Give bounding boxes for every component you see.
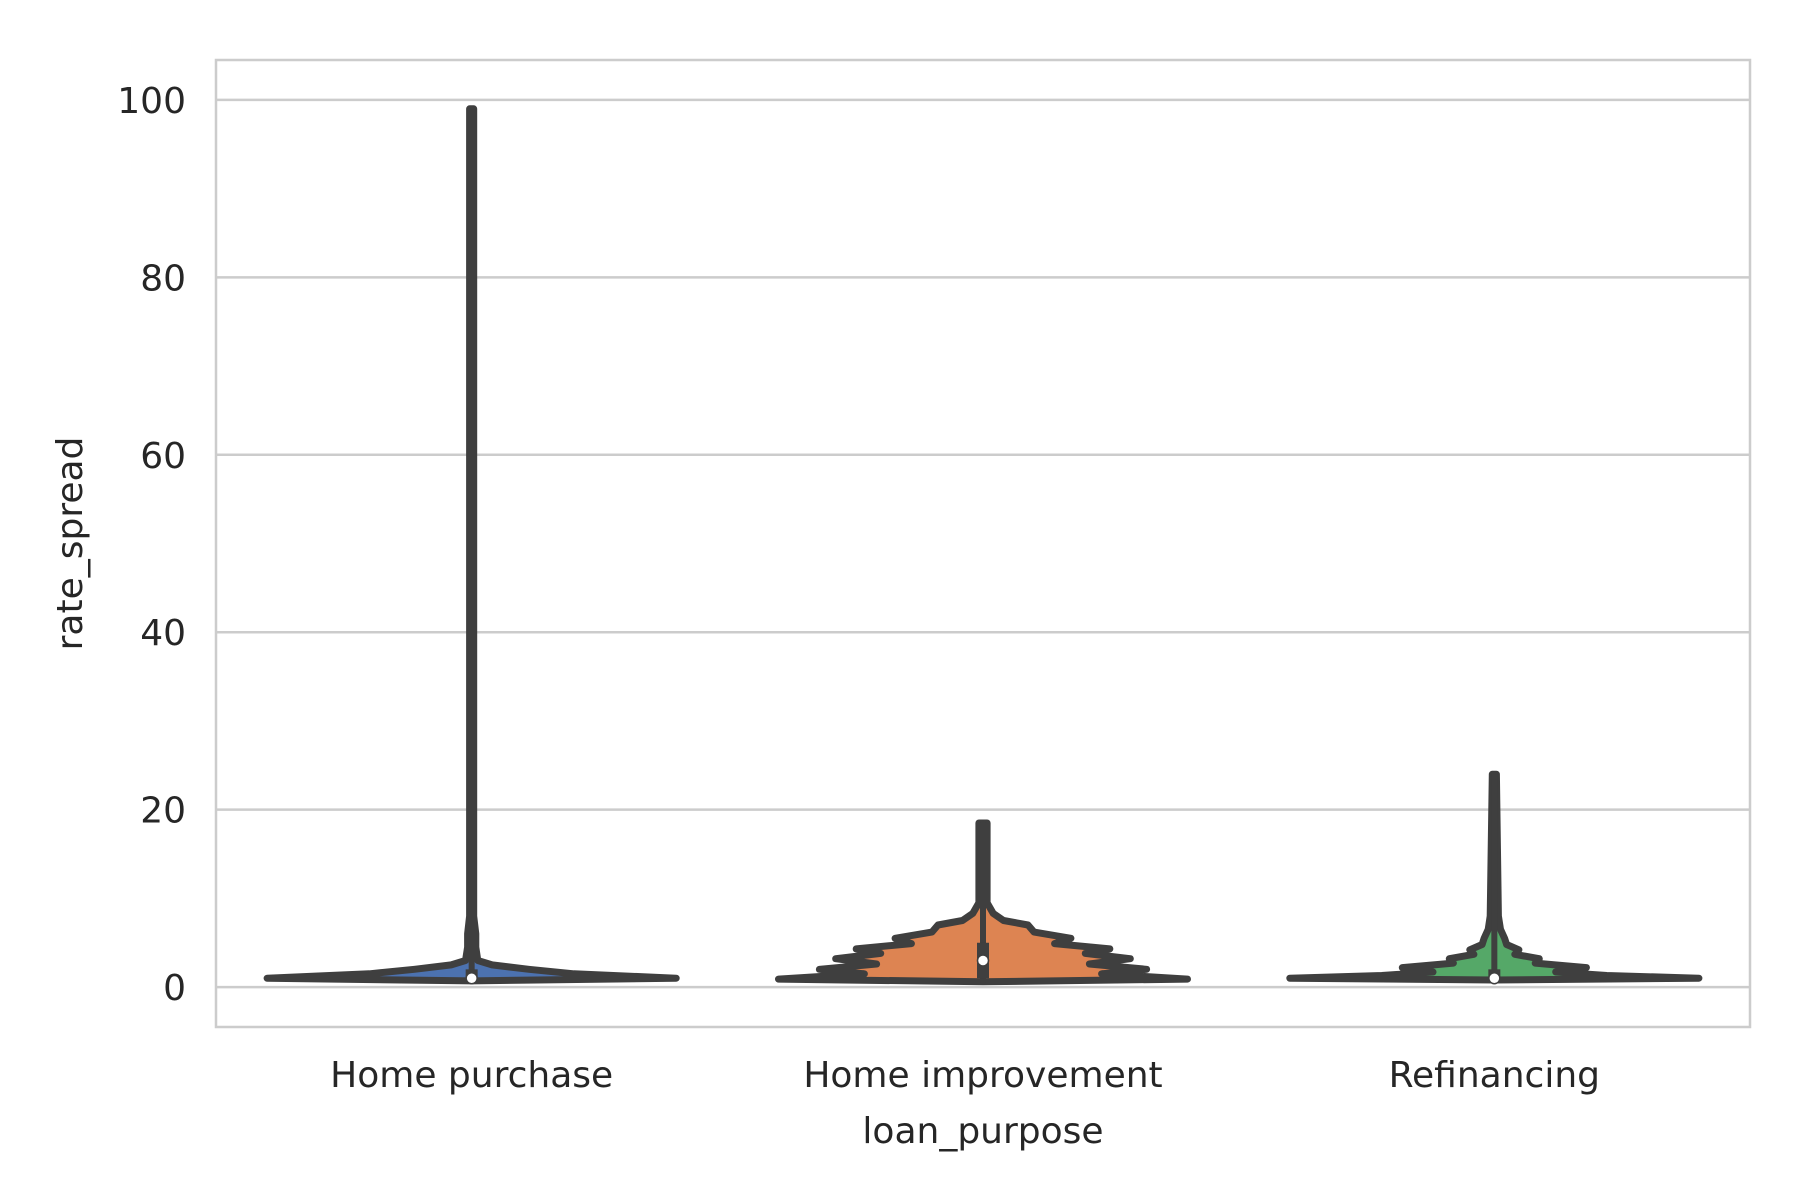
y-tick-label: 100 [117,81,186,122]
violin-group [263,105,1703,986]
y-tick-label: 20 [140,791,186,832]
x-tick-labels: Home purchase Home improvement Refinancing [330,1055,1600,1096]
plot-frame [214,58,1752,1029]
y-tick-label: 40 [140,613,186,654]
x-tick-label: Home improvement [803,1055,1162,1096]
violin-median-point [465,971,478,985]
x-tick-label: Refinancing [1389,1055,1600,1096]
violin-median-point [1488,971,1501,985]
x-tick-label: Home purchase [330,1055,613,1096]
y-tick-label: 60 [140,436,186,477]
y-tick-label: 80 [140,258,186,299]
y-axis-label: rate_spread [50,437,91,651]
x-axis-label: loan_purpose [862,1111,1103,1152]
y-tick-label: 0 [163,968,186,1009]
y-tick-labels: 0 20 40 60 80 100 [117,81,186,1009]
violin-median-point [976,954,990,967]
